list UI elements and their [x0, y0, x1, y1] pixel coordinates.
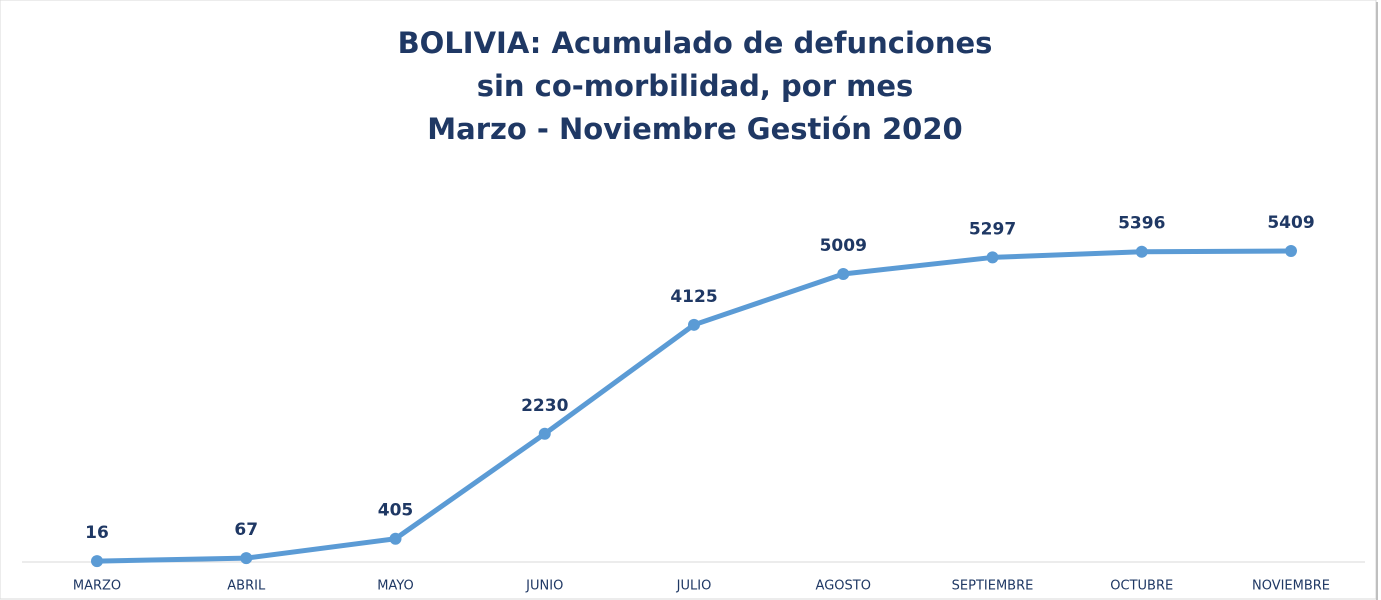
data-point — [538, 427, 551, 440]
x-tick-label: MAYO — [377, 579, 414, 594]
data-point — [91, 555, 103, 568]
data-label: 5409 — [1267, 213, 1314, 233]
x-tick-label: ABRIL — [227, 579, 266, 594]
data-label: 5009 — [820, 236, 867, 256]
x-tick-label: JUNIO — [525, 579, 563, 594]
data-label: 16 — [85, 523, 109, 543]
data-point — [837, 267, 850, 280]
chart-title: sin co-morbilidad, por mes — [477, 69, 914, 103]
data-point — [389, 532, 402, 545]
data-point — [986, 251, 999, 264]
x-tick-label: OCTUBRE — [1110, 579, 1173, 594]
data-point — [240, 552, 253, 565]
x-tick-label: NOVIEMBRE — [1252, 579, 1330, 594]
data-label: 4125 — [670, 287, 717, 307]
data-label: 405 — [378, 501, 414, 521]
x-tick-label: AGOSTO — [816, 579, 871, 594]
data-label: 5297 — [969, 219, 1016, 239]
data-label: 2230 — [521, 396, 568, 416]
x-tick-label: MARZO — [73, 579, 121, 594]
data-point — [1135, 245, 1148, 258]
chart-title: BOLIVIA: Acumulado de defunciones — [398, 26, 993, 60]
x-tick-label: SEPTIEMBRE — [952, 579, 1034, 594]
data-label: 5396 — [1118, 214, 1165, 234]
data-label: 67 — [234, 520, 258, 540]
x-tick-label: JULIO — [676, 579, 712, 594]
data-point — [1285, 244, 1297, 257]
chart-title: Marzo - Noviembre Gestión 2020 — [427, 112, 962, 146]
data-point — [688, 318, 700, 331]
